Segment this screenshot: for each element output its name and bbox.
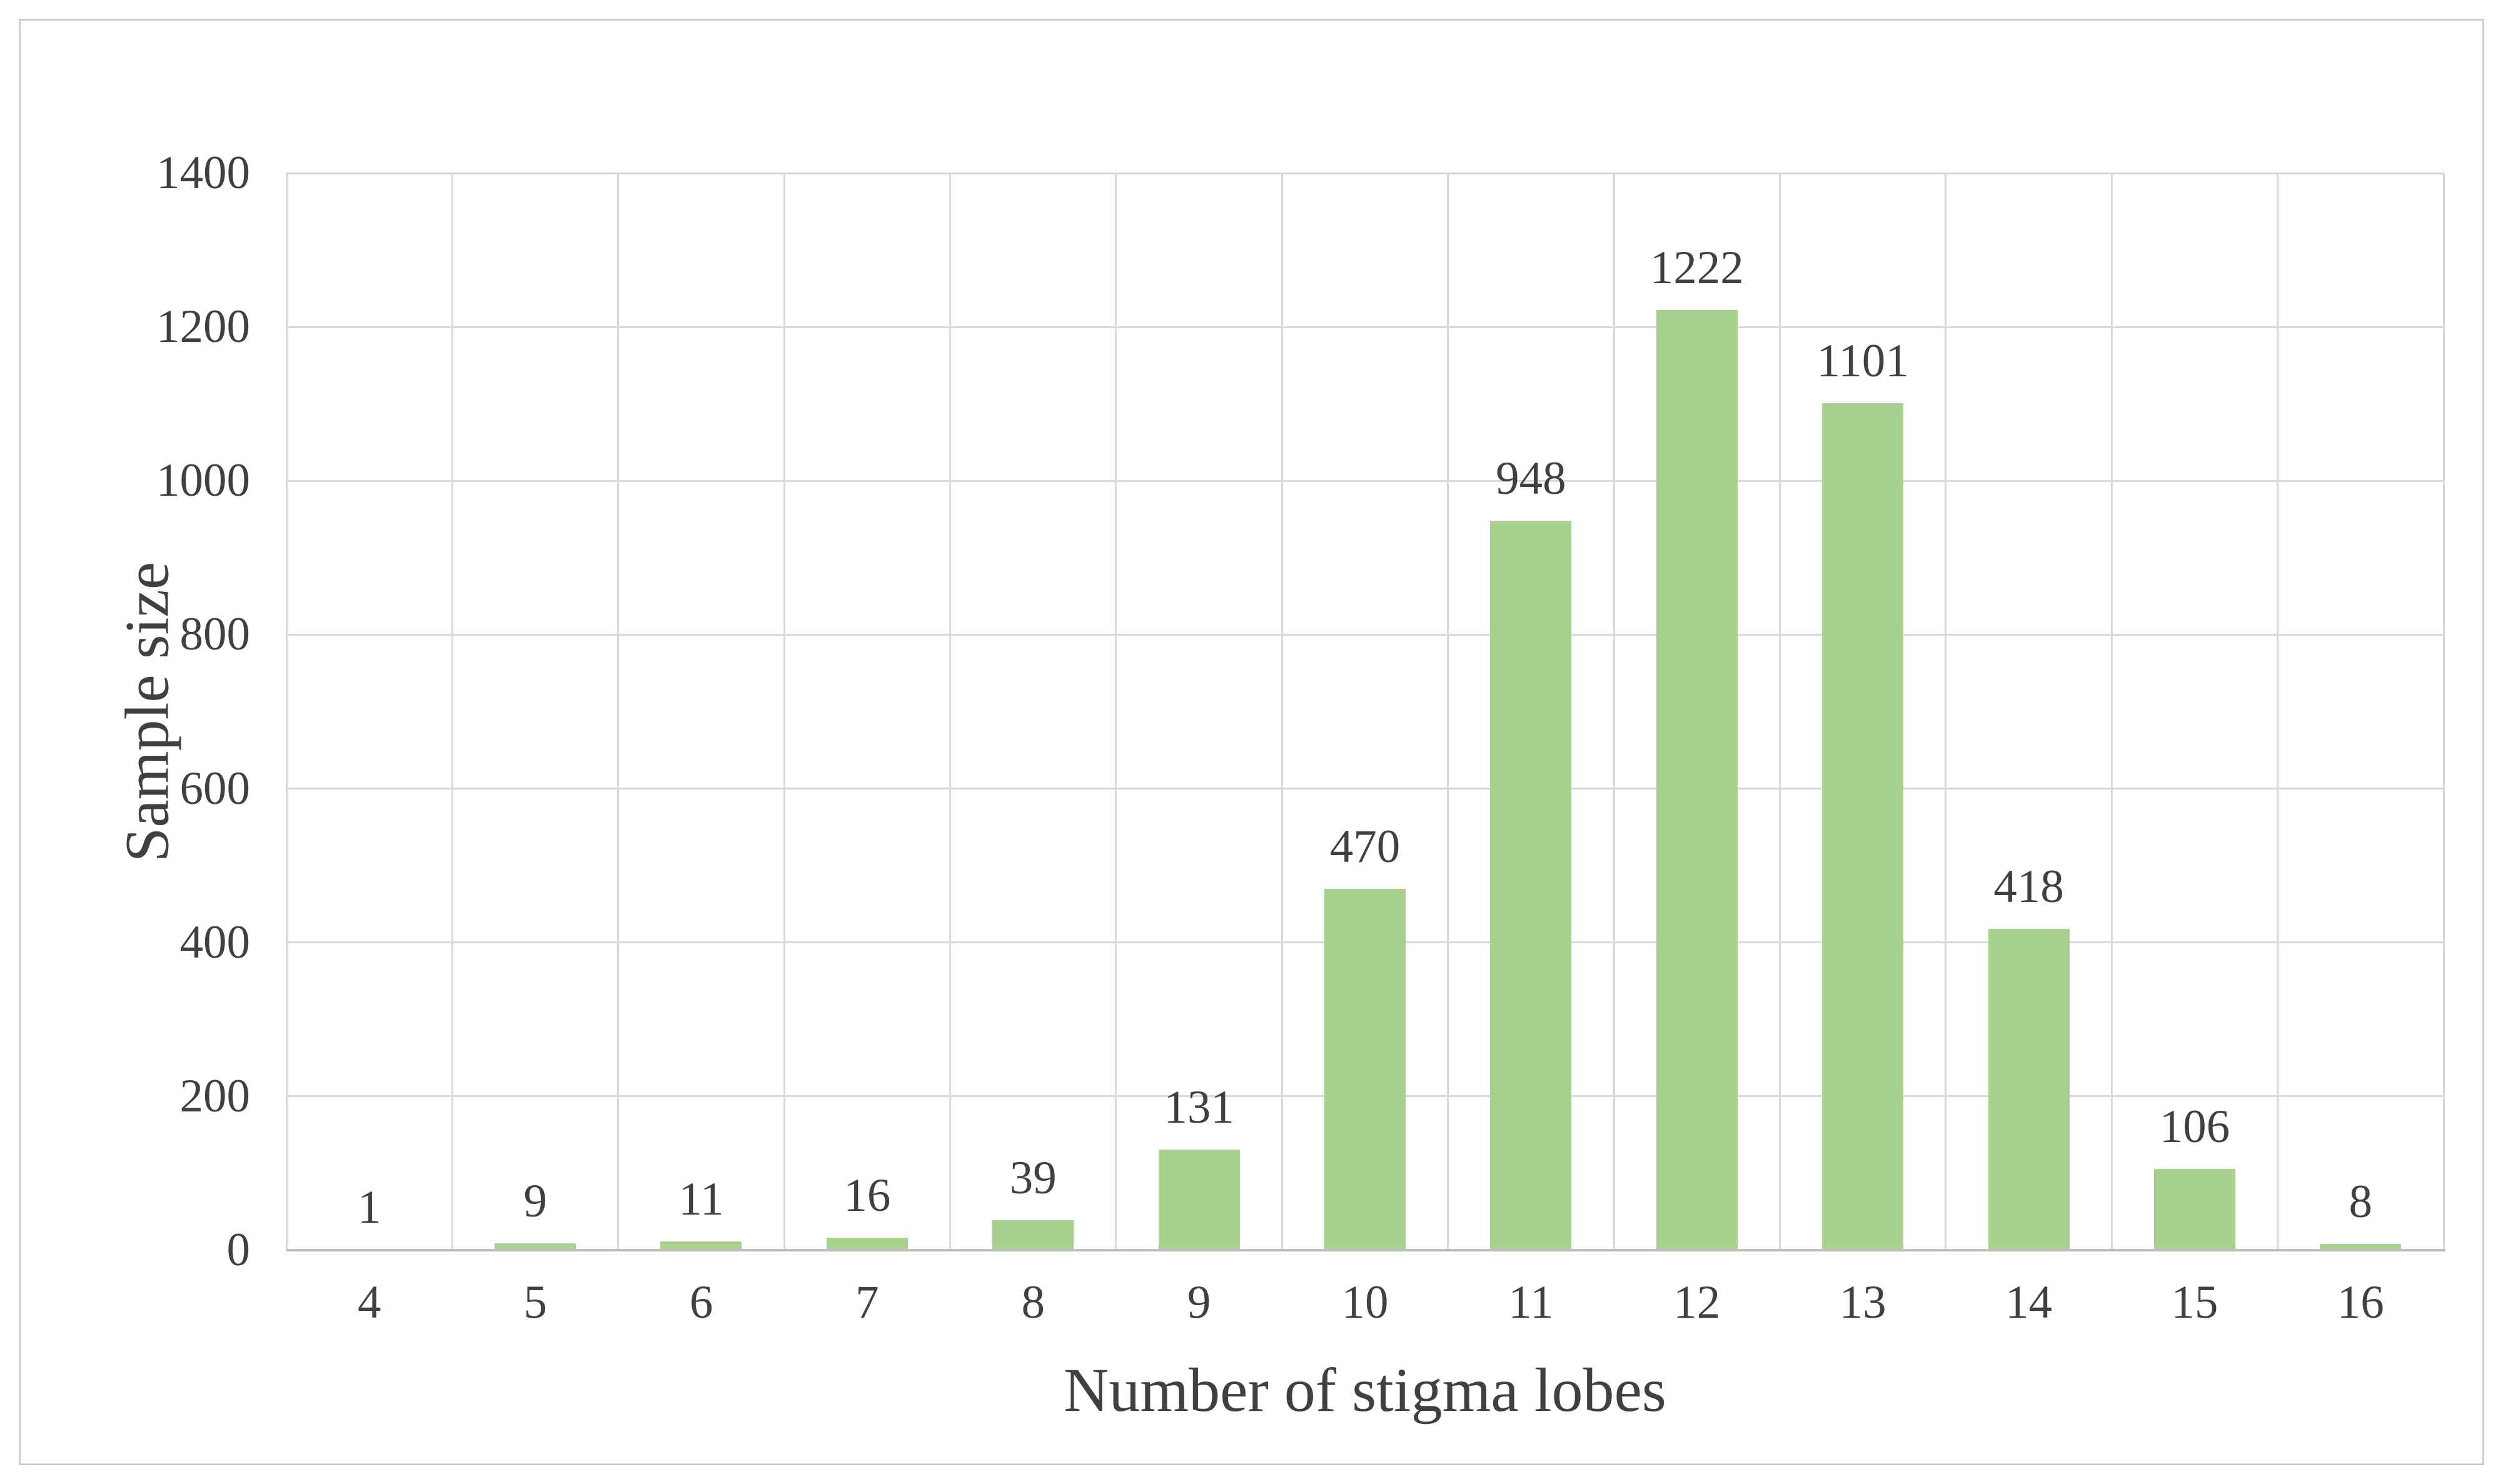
bar-value-label: 1222 [1649,242,1744,294]
x-axis-title: Number of stigma lobes [1064,1355,1666,1425]
x-tick-label: 4 [357,1276,381,1328]
y-tick-label: 1000 [156,454,250,507]
bar-9 [1158,1149,1240,1250]
bar-8 [992,1220,1074,1250]
x-tick-label: 9 [1187,1276,1211,1328]
x-tick-label: 7 [855,1276,879,1328]
y-tick-label: 0 [226,1224,251,1276]
y-tick-label: 1400 [156,147,250,199]
bar-value-label: 106 [2159,1100,2230,1153]
bar-value-label: 9 [523,1175,547,1227]
gridline-vertical [285,173,288,1250]
bar-15 [2153,1168,2235,1250]
gridline-vertical [617,173,620,1250]
y-tick-label: 1200 [156,301,250,353]
x-tick-label: 12 [1673,1276,1721,1328]
bar-value-label: 418 [1993,860,2064,913]
gridline-horizontal [286,479,2444,482]
gridline-vertical [2442,173,2445,1250]
bar-value-label: 1 [357,1181,381,1233]
gridline-vertical [451,173,453,1250]
y-axis-title: Sample size [112,561,182,862]
x-tick-label: 8 [1021,1276,1045,1328]
y-tick-label: 400 [179,916,251,968]
x-tick-label: 11 [1508,1276,1554,1328]
bar-value-label: 948 [1496,453,1566,505]
x-tick-label: 10 [1341,1276,1389,1328]
bar-14 [1988,928,2070,1250]
bar-value-label: 39 [1009,1152,1057,1204]
figure-border [19,19,2484,1465]
x-tick-label: 15 [2171,1276,2218,1328]
x-axis-line [286,1249,2445,1251]
gridline-horizontal [286,172,2444,174]
gridline-horizontal [286,633,2444,636]
bar-value-label: 470 [1329,820,1401,873]
y-tick-label: 600 [179,762,251,815]
bar-16 [2320,1244,2402,1250]
gridline-vertical [1778,173,1781,1250]
x-tick-label: 6 [689,1276,713,1328]
bar-6 [660,1241,742,1250]
bar-12 [1656,310,1738,1250]
bar-10 [1324,888,1406,1250]
gridline-vertical [1447,173,1449,1250]
gridline-vertical [1613,173,1615,1250]
x-tick-label: 14 [2005,1276,2053,1328]
gridline-horizontal [286,326,2444,328]
gridline-vertical [2277,173,2279,1250]
gridline-vertical [1281,173,1283,1250]
y-tick-label: 800 [179,608,251,661]
bar-7 [826,1238,908,1250]
bar-13 [1822,403,1904,1250]
y-tick-label: 200 [179,1070,251,1122]
bar-11 [1490,521,1572,1250]
gridline-vertical [949,173,952,1250]
gridline-vertical [783,173,785,1250]
x-tick-label: 16 [2337,1276,2384,1328]
bar-5 [495,1243,577,1250]
gridline-vertical [2110,173,2113,1250]
bar-value-label: 131 [1164,1081,1234,1133]
bar-value-label: 16 [844,1170,891,1222]
gridline-vertical [1115,173,1117,1250]
gridline-horizontal [286,788,2444,790]
x-tick-label: 13 [1839,1276,1886,1328]
bar-value-label: 11 [678,1173,724,1226]
bar-value-label: 1101 [1816,334,1909,387]
x-tick-label: 5 [523,1276,547,1328]
gridline-vertical [1945,173,1947,1250]
bar-value-label: 8 [2349,1176,2373,1228]
